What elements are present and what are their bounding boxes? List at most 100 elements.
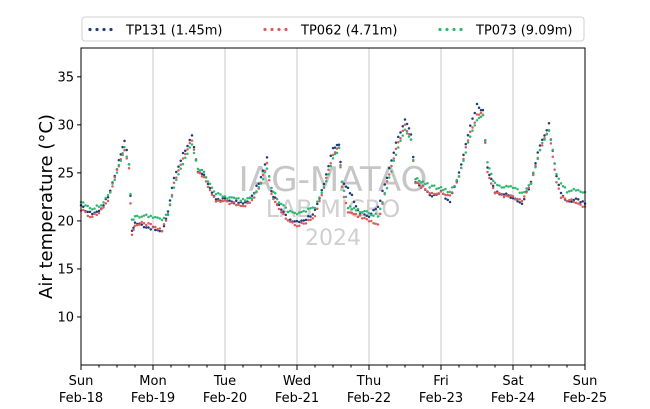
data-point xyxy=(235,197,238,200)
data-point xyxy=(532,171,535,175)
data-point xyxy=(399,131,402,134)
data-point xyxy=(102,206,105,209)
data-point xyxy=(202,173,206,177)
data-point xyxy=(255,190,258,193)
data-point xyxy=(311,213,314,216)
data-point xyxy=(223,195,227,198)
legend-marker xyxy=(284,27,288,32)
data-point xyxy=(208,186,212,190)
data-point xyxy=(462,157,465,161)
data-point xyxy=(473,124,476,127)
data-point xyxy=(133,215,137,218)
data-point xyxy=(237,201,240,205)
data-point xyxy=(414,177,417,181)
data-point xyxy=(457,174,461,178)
data-point xyxy=(346,186,350,190)
data-point xyxy=(239,204,242,208)
data-point xyxy=(561,185,565,188)
data-point xyxy=(581,205,584,209)
data-point xyxy=(493,191,497,195)
data-point xyxy=(275,203,279,207)
data-point xyxy=(505,192,508,195)
data-point xyxy=(538,144,542,147)
data-point xyxy=(121,152,124,155)
legend-marker xyxy=(263,27,267,32)
x-tick-day-label: Thu xyxy=(356,374,381,389)
data-point xyxy=(448,190,452,194)
data-point xyxy=(277,201,281,204)
data-point xyxy=(346,206,350,210)
data-point xyxy=(113,176,116,179)
data-point xyxy=(206,182,210,186)
x-tick-date-label: Feb-21 xyxy=(275,391,319,406)
data-point xyxy=(130,233,134,237)
data-point xyxy=(200,172,204,176)
data-point xyxy=(555,174,558,178)
data-point xyxy=(466,141,470,144)
data-point xyxy=(82,205,85,209)
data-point xyxy=(354,209,358,212)
data-point xyxy=(428,192,431,195)
data-point xyxy=(192,148,196,151)
data-point xyxy=(367,215,371,218)
data-point xyxy=(439,185,443,189)
data-point xyxy=(210,193,214,196)
data-point xyxy=(370,219,373,223)
data-point xyxy=(479,108,483,112)
data-point xyxy=(302,219,305,222)
watermark-line3: 2024 xyxy=(305,226,361,251)
data-point xyxy=(284,213,287,217)
data-point xyxy=(534,162,537,165)
data-point xyxy=(363,213,366,216)
data-point xyxy=(365,210,368,213)
data-point xyxy=(219,200,222,203)
data-point xyxy=(511,196,515,200)
data-point xyxy=(496,183,499,187)
data-point xyxy=(525,191,528,194)
data-point xyxy=(158,229,161,233)
data-point xyxy=(210,186,214,189)
data-point xyxy=(129,192,132,196)
data-point xyxy=(481,108,485,112)
data-point xyxy=(394,147,398,150)
data-point xyxy=(574,197,578,200)
data-point xyxy=(488,176,491,180)
data-point xyxy=(145,223,148,227)
data-point xyxy=(484,139,487,143)
data-point xyxy=(253,196,256,199)
data-point xyxy=(401,124,404,128)
data-point xyxy=(186,144,189,148)
data-point xyxy=(125,148,128,152)
data-point xyxy=(212,190,216,193)
data-point xyxy=(365,217,368,221)
data-point xyxy=(228,196,231,199)
data-point xyxy=(570,200,573,204)
data-point xyxy=(210,191,214,194)
data-point xyxy=(572,198,575,202)
data-point xyxy=(230,196,233,199)
data-point xyxy=(466,139,470,142)
data-point xyxy=(532,173,535,177)
data-point xyxy=(172,186,176,189)
data-point xyxy=(104,202,107,205)
data-point xyxy=(572,200,575,204)
data-point xyxy=(335,151,339,155)
data-point xyxy=(392,151,395,155)
data-point xyxy=(95,204,98,207)
data-point xyxy=(439,190,443,193)
data-point xyxy=(188,141,191,145)
series-3 xyxy=(79,113,587,222)
data-point xyxy=(388,176,391,179)
data-point xyxy=(293,220,296,223)
data-point xyxy=(172,181,176,185)
data-point xyxy=(147,221,150,225)
data-point xyxy=(399,137,402,140)
data-point xyxy=(491,186,495,190)
data-point xyxy=(111,182,114,185)
data-point xyxy=(115,171,119,174)
data-point xyxy=(350,208,354,211)
data-point xyxy=(581,200,584,203)
data-point xyxy=(158,217,161,220)
data-point xyxy=(309,218,312,222)
data-point xyxy=(358,214,362,217)
